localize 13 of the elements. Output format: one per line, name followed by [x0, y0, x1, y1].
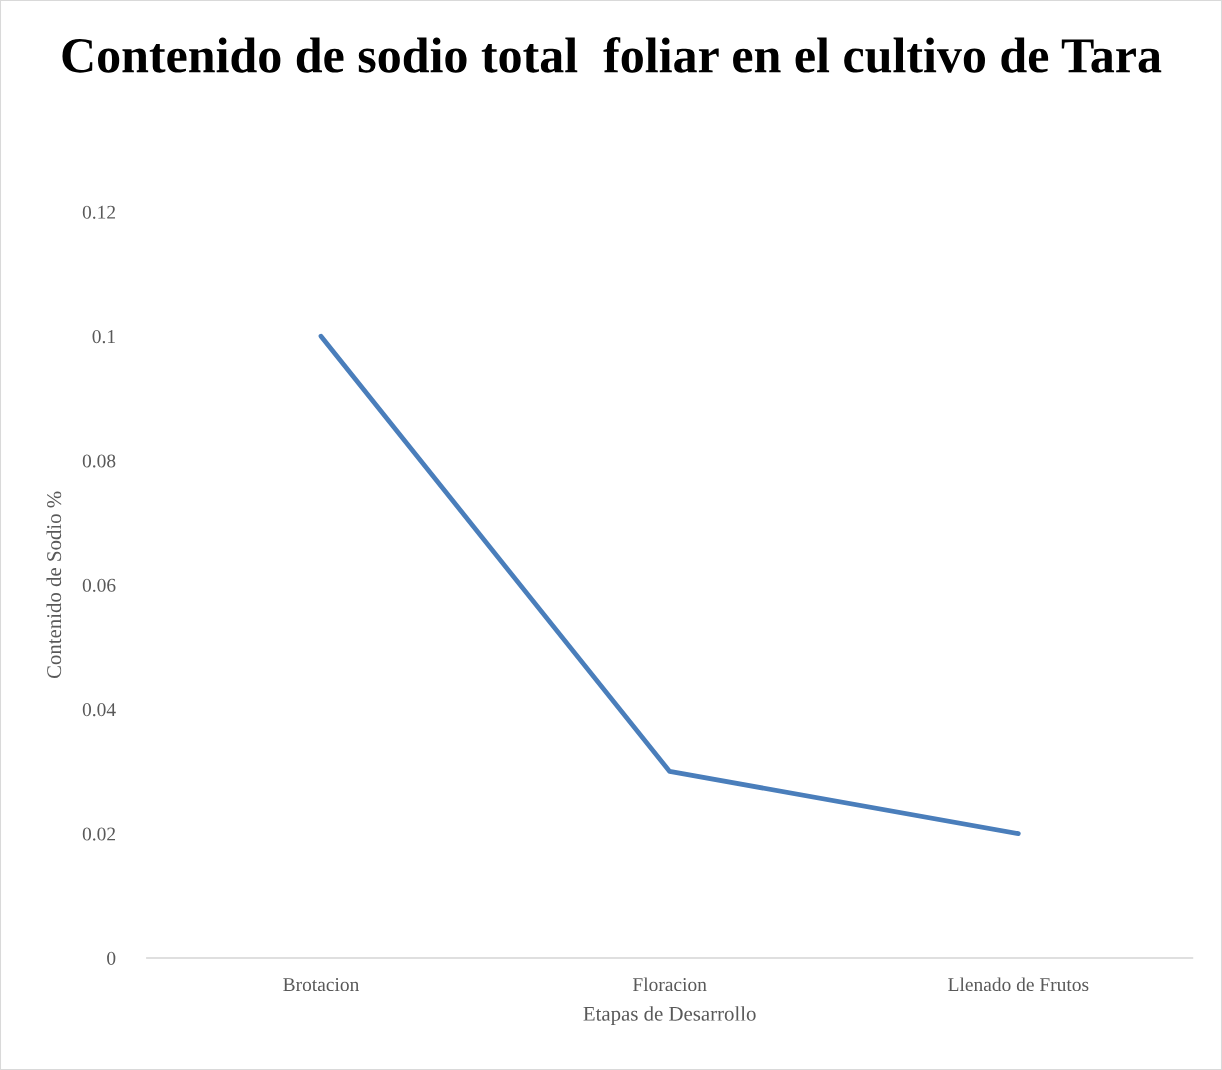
- y-tick-label: 0.04: [82, 703, 116, 717]
- y-tick-label: 0.12: [82, 205, 116, 219]
- y-tick-label: 0: [107, 951, 116, 965]
- chart-title: Contenido de sodio total foliar en el cultivo de Tara: [62, 36, 1162, 73]
- y-tick-label: 0.02: [82, 827, 116, 841]
- x-axis-title: Etapas de Desarrollo: [583, 1006, 756, 1026]
- y-axis-title: Contenido de Sodio %: [46, 491, 62, 679]
- x-tick-label: Llenado de Frutos: [948, 977, 1089, 992]
- y-tick-label: 0.06: [82, 578, 116, 592]
- x-tick-label: Brotacion: [283, 978, 360, 992]
- y-tick-label: 0.08: [82, 454, 116, 468]
- x-tick-label: Floracion: [632, 977, 707, 992]
- y-tick-label: 0.1: [92, 330, 115, 344]
